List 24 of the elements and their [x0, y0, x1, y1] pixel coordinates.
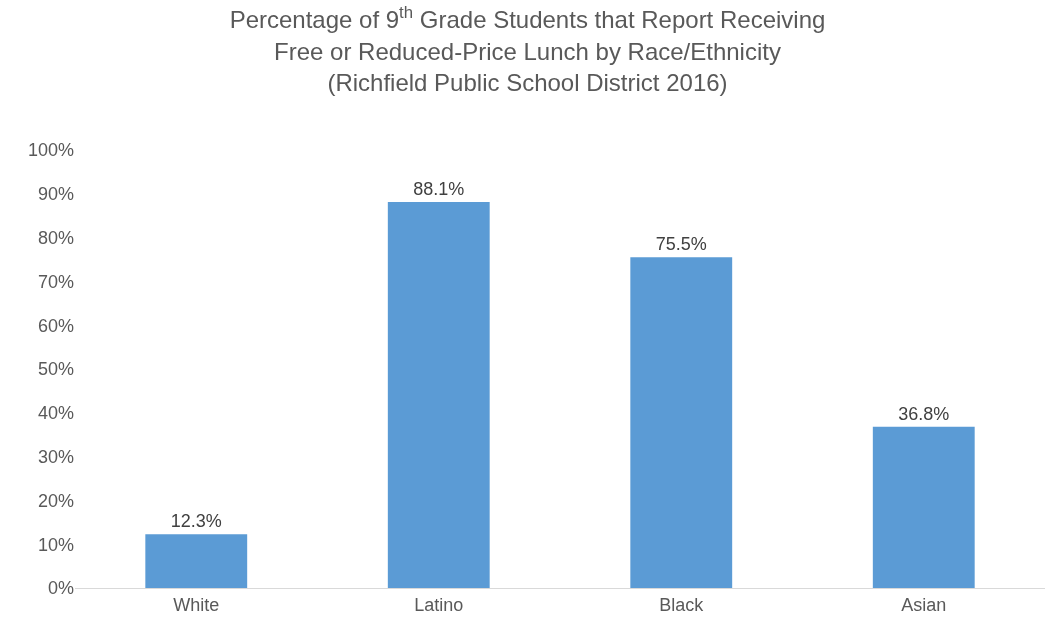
chart-title: Percentage of 9$^{th}$ Grade Students that Report Receiving Free or Reduced-Price Lunch by Race/Ethnicity (Richfield Public School District 2016) — [229, 3, 826, 96]
bar — [145, 534, 248, 588]
bar — [387, 202, 490, 588]
x-tick-label: Latino — [414, 594, 464, 615]
y-tick-label: 20% — [37, 490, 74, 511]
y-tick-label: 40% — [37, 403, 74, 424]
y-tick-label: 60% — [37, 315, 74, 336]
y-tick-label: 30% — [37, 446, 74, 467]
x-tick-label: White — [173, 594, 220, 615]
x-tick-label: Black — [659, 594, 705, 615]
y-tick-label: 10% — [37, 534, 74, 555]
data-label: 75.5% — [655, 234, 707, 255]
x-tick-label: Asian — [901, 594, 947, 615]
data-label: 36.8% — [898, 403, 950, 424]
y-tick-label: 0% — [47, 578, 74, 599]
data-label: 12.3% — [170, 511, 222, 532]
y-tick-label: 100% — [27, 140, 74, 161]
bar — [872, 426, 975, 588]
data-label: 88.1% — [413, 179, 465, 200]
bar — [630, 257, 733, 588]
y-tick-label: 80% — [37, 227, 74, 248]
y-tick-label: 90% — [37, 184, 74, 205]
y-tick-label: 70% — [37, 271, 74, 292]
y-tick-label: 50% — [37, 359, 74, 380]
